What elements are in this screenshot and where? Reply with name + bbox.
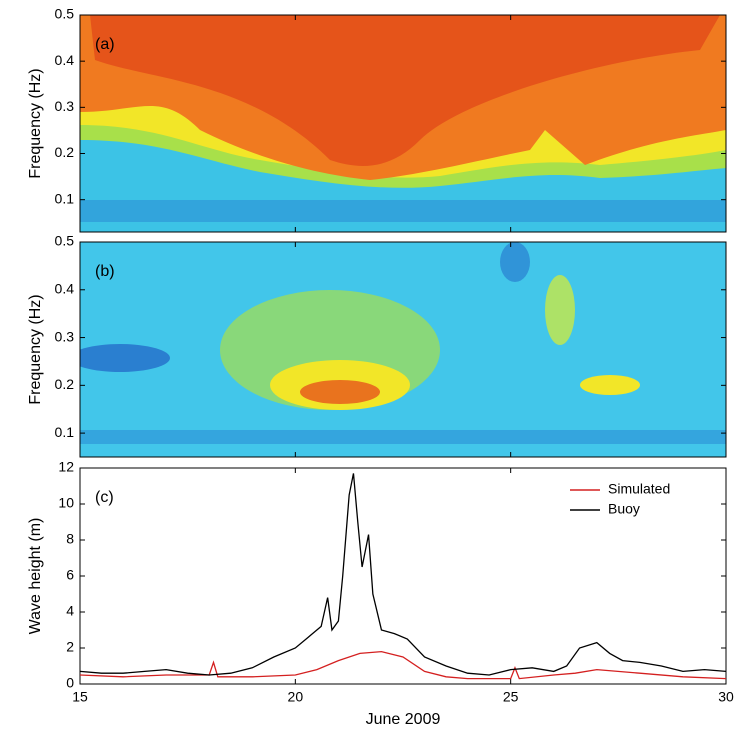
y-tick-label: 0.4 bbox=[55, 280, 75, 296]
plot-lines bbox=[80, 473, 726, 680]
data-line bbox=[80, 650, 726, 680]
frame bbox=[79, 241, 727, 458]
x-tick-label: 25 bbox=[503, 689, 519, 705]
y-tick-label: 0.2 bbox=[55, 144, 75, 160]
x-tick-label: 20 bbox=[288, 689, 304, 705]
y-tick-label: 0.3 bbox=[55, 98, 75, 114]
y-tick-label: 8 bbox=[66, 531, 74, 547]
x-axis-label: June 2009 bbox=[366, 711, 441, 728]
y-tick-label: 0.1 bbox=[55, 424, 75, 440]
y-tick-label: 10 bbox=[58, 495, 74, 511]
y-axis-label: Frequency (Hz) bbox=[27, 68, 44, 178]
panel-label: (a) bbox=[95, 36, 115, 53]
spectrogram-a bbox=[80, 15, 726, 232]
y-tick-label: 0.4 bbox=[55, 52, 75, 68]
y-axis-label: Frequency (Hz) bbox=[27, 294, 44, 404]
y-tick-label: 0.5 bbox=[55, 6, 75, 22]
y-tick-label: 0.2 bbox=[55, 376, 75, 392]
panel-label: (b) bbox=[95, 263, 115, 280]
frame bbox=[79, 14, 727, 233]
y-tick-label: 0.5 bbox=[55, 233, 75, 249]
y-tick-label: 12 bbox=[58, 459, 74, 475]
legend-label: Buoy bbox=[608, 501, 640, 517]
y-axis-label: Wave height (m) bbox=[27, 518, 44, 635]
y-tick-label: 6 bbox=[66, 567, 74, 583]
y-tick-label: 0.1 bbox=[55, 190, 75, 206]
panel-label: (c) bbox=[95, 489, 114, 506]
x-tick-label: 15 bbox=[72, 689, 88, 705]
data-line bbox=[80, 473, 726, 676]
x-tick-label: 30 bbox=[718, 689, 734, 705]
y-tick-label: 0 bbox=[66, 675, 74, 691]
y-tick-label: 2 bbox=[66, 639, 74, 655]
legend-label: Simulated bbox=[608, 481, 670, 497]
spectrogram-b bbox=[80, 242, 726, 457]
y-tick-label: 4 bbox=[66, 603, 74, 619]
y-tick-label: 0.3 bbox=[55, 328, 75, 344]
